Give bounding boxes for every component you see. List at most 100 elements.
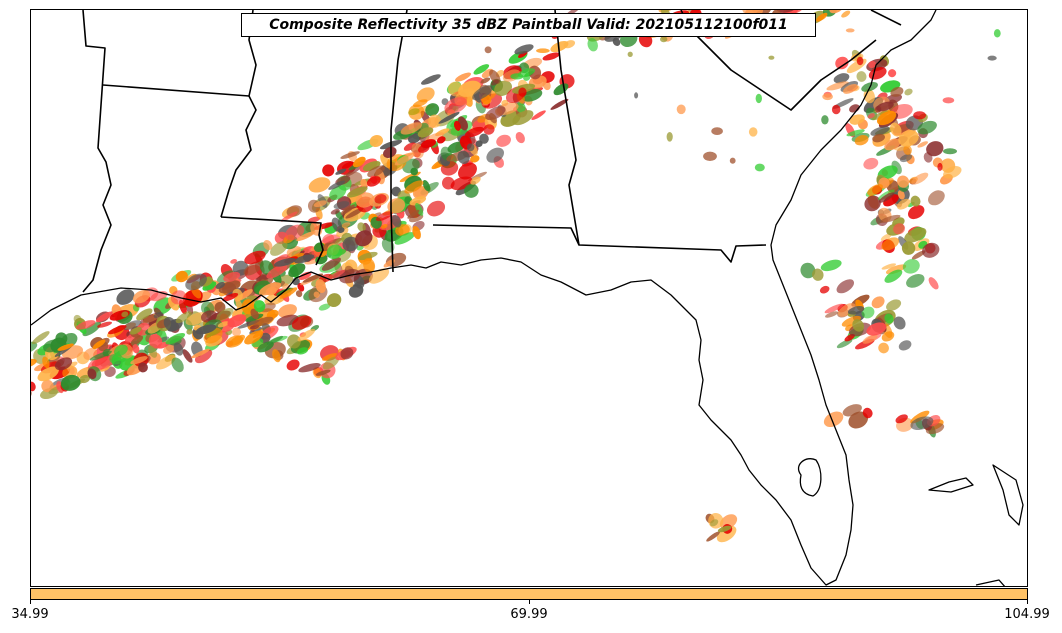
radar-echo bbox=[660, 36, 668, 43]
radar-echo bbox=[185, 273, 207, 291]
radar-echo bbox=[878, 342, 889, 354]
radar-echo bbox=[404, 180, 424, 194]
radar-echo bbox=[352, 156, 366, 168]
lake-okeechobee bbox=[797, 458, 822, 497]
radar-echo bbox=[521, 88, 543, 102]
colorbar-tick-mark bbox=[30, 600, 31, 604]
radar-echo bbox=[195, 324, 217, 335]
radar-echo bbox=[943, 148, 957, 155]
radar-echo bbox=[92, 339, 106, 350]
radar-echo bbox=[748, 127, 758, 137]
radar-echo bbox=[321, 257, 341, 271]
radar-echo bbox=[943, 166, 962, 179]
radar-echo bbox=[266, 264, 288, 279]
radar-echo bbox=[820, 259, 842, 272]
radar-echo bbox=[31, 358, 37, 369]
radar-echo bbox=[877, 110, 897, 126]
radar-echo bbox=[895, 414, 908, 424]
radar-echo bbox=[270, 241, 288, 256]
state-boundary-line bbox=[82, 10, 112, 293]
radar-echo bbox=[893, 223, 906, 235]
radar-echo bbox=[60, 374, 81, 391]
radar-echo bbox=[845, 28, 855, 33]
radar-echo bbox=[888, 69, 897, 78]
radar-echo bbox=[917, 141, 928, 148]
radar-echo bbox=[116, 289, 135, 305]
coastline bbox=[992, 464, 1024, 526]
radar-echo bbox=[284, 224, 305, 241]
radar-echo bbox=[201, 310, 217, 323]
radar-echo bbox=[867, 184, 883, 196]
radar-echo bbox=[322, 164, 335, 177]
radar-echo bbox=[666, 132, 673, 142]
radar-echo bbox=[824, 303, 844, 314]
radar-echo bbox=[470, 176, 481, 185]
radar-echo bbox=[709, 519, 719, 527]
radar-echo bbox=[868, 60, 876, 69]
radar-echo bbox=[987, 55, 997, 61]
radar-echo bbox=[819, 285, 830, 294]
radar-echo bbox=[861, 306, 875, 319]
radar-echo bbox=[884, 269, 903, 283]
radar-echo bbox=[512, 110, 534, 126]
radar-echo bbox=[326, 244, 343, 260]
radar-echo bbox=[341, 222, 351, 228]
radar-echo bbox=[279, 287, 298, 299]
radar-echo bbox=[287, 334, 301, 349]
radar-echo bbox=[356, 244, 364, 251]
colorbar-tick-label-mid: 69.99 bbox=[510, 607, 548, 622]
state-boundary-line bbox=[220, 10, 257, 218]
radar-echo bbox=[835, 56, 849, 70]
radar-echo bbox=[415, 202, 424, 216]
radar-echo bbox=[272, 349, 281, 363]
radar-echo bbox=[800, 262, 816, 279]
radar-echo bbox=[230, 259, 237, 264]
radar-echo bbox=[340, 347, 354, 360]
radar-echo bbox=[381, 224, 388, 229]
radar-echo bbox=[587, 38, 598, 52]
radar-echo bbox=[849, 114, 865, 125]
radar-echo bbox=[904, 88, 913, 96]
colorbar-tick-mark bbox=[529, 600, 530, 604]
radar-echo bbox=[908, 205, 925, 220]
radar-echo bbox=[215, 307, 234, 322]
radar-echo bbox=[244, 330, 264, 345]
radar-echo bbox=[464, 183, 479, 198]
radar-echo bbox=[296, 347, 309, 355]
radar-echo bbox=[416, 87, 435, 103]
radar-echo bbox=[297, 328, 316, 342]
radar-echo bbox=[768, 55, 775, 60]
state-boundary-line bbox=[102, 84, 250, 97]
radar-echo bbox=[711, 127, 723, 135]
radar-echo bbox=[345, 207, 364, 219]
colorbar-tick-label-max: 104.99 bbox=[1004, 607, 1050, 622]
radar-echo bbox=[340, 151, 360, 159]
radar-echo bbox=[294, 254, 315, 264]
radar-echo bbox=[291, 315, 312, 330]
radar-echo bbox=[43, 339, 63, 353]
radar-echo bbox=[331, 217, 342, 232]
radar-echo bbox=[313, 291, 320, 298]
state-boundary-line bbox=[220, 216, 324, 266]
radar-echo bbox=[368, 268, 390, 284]
radar-echo bbox=[703, 151, 717, 161]
radar-echo bbox=[470, 155, 480, 163]
radar-echo bbox=[202, 281, 217, 291]
radar-echo bbox=[455, 72, 471, 82]
radar-echo bbox=[829, 10, 845, 14]
radar-echo bbox=[942, 97, 955, 104]
radar-echo bbox=[362, 161, 381, 172]
radar-echo bbox=[136, 308, 153, 321]
radar-echo bbox=[457, 150, 470, 164]
radar-echo bbox=[121, 311, 129, 318]
radar-echo bbox=[412, 225, 421, 240]
radar-echo bbox=[313, 200, 327, 208]
radar-echo bbox=[369, 134, 384, 148]
radar-echo bbox=[288, 263, 306, 277]
radar-echo bbox=[298, 271, 312, 281]
radar-echo bbox=[73, 314, 82, 325]
radar-echo bbox=[480, 77, 491, 84]
radar-echo bbox=[926, 141, 944, 157]
radar-echo bbox=[163, 316, 177, 332]
radar-echo bbox=[41, 379, 54, 393]
